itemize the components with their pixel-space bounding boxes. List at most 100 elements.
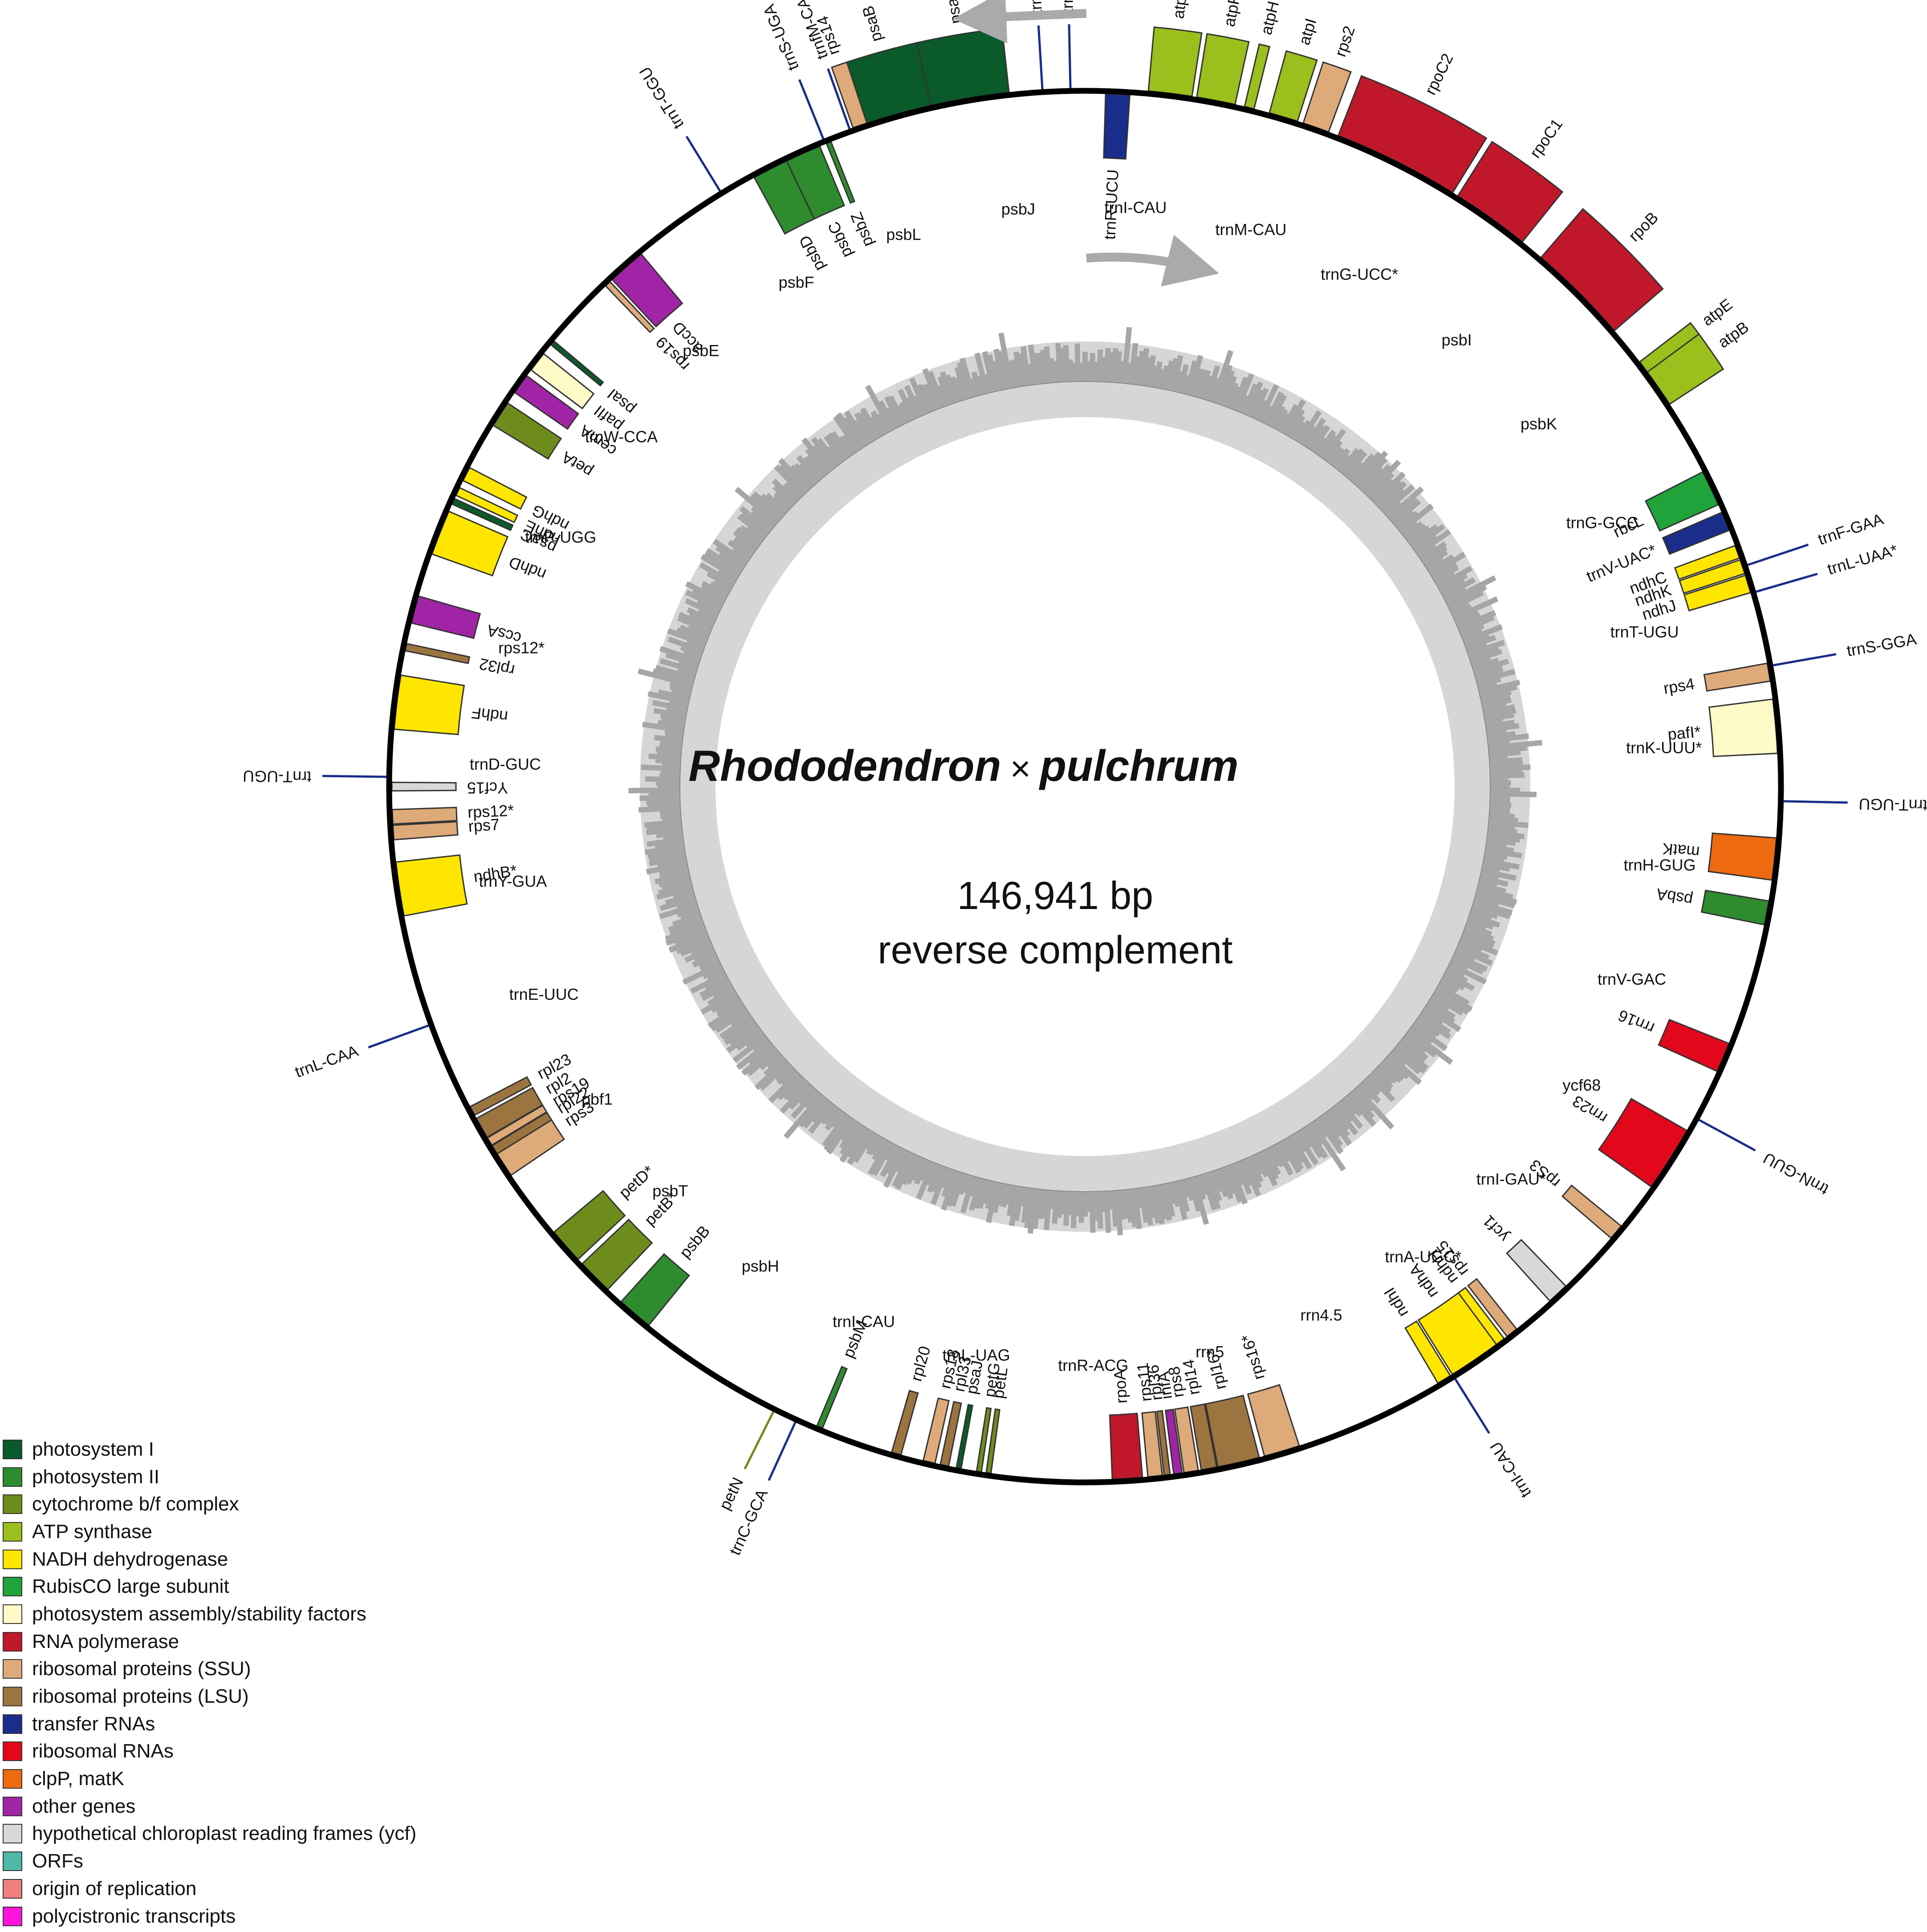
gene-label: petL: [989, 1366, 1011, 1400]
gc-bar: [1478, 679, 1520, 695]
gc-bar: [1201, 375, 1213, 400]
misc-gene-label: trnM-CAU: [1216, 220, 1287, 239]
gc-bar: [1285, 1136, 1305, 1165]
gc-bar: [1477, 681, 1497, 691]
gc-bar: [1465, 922, 1492, 937]
gc-bar: [939, 371, 956, 405]
gc-bar: [745, 1031, 765, 1048]
gc-bar: [639, 794, 680, 801]
gc-bar: [659, 896, 696, 911]
gc-bar: [1488, 739, 1510, 747]
misc-gene-label: ycf68: [1562, 1076, 1601, 1094]
gc-bar: [1282, 399, 1306, 435]
gc-bar: [716, 999, 743, 1019]
gc-bar: [772, 495, 791, 512]
gc-bar: [788, 1083, 813, 1110]
gc-bar: [703, 551, 741, 577]
gc-bar: [1103, 1191, 1111, 1233]
gc-bar: [1486, 840, 1507, 848]
gc-bar: [1448, 590, 1484, 612]
gc-bar: [699, 977, 731, 998]
gc-bar: [1451, 955, 1484, 975]
gc-bar: [1163, 360, 1175, 390]
trna-tick: [1037, 25, 1044, 93]
gc-bar: [1374, 1066, 1394, 1085]
gc-bar: [909, 377, 929, 415]
gc-bar: [696, 599, 721, 615]
legend-item: cytochrome b/f complex: [3, 1490, 537, 1518]
trna-tick: [827, 68, 852, 132]
gene-label: atpA: [1169, 0, 1191, 20]
legend-item: photosystem assembly/stability factors: [3, 1600, 537, 1628]
gc-bar: [905, 397, 920, 419]
gc-bar: [982, 1180, 993, 1205]
misc-gene-label: trnG-GCC: [1566, 513, 1638, 532]
gc-bar: [998, 351, 1011, 390]
gc-bar: [1346, 461, 1364, 480]
gc-bar: [931, 1166, 949, 1205]
legend-item: photosystem I: [3, 1436, 537, 1463]
gc-bar: [1309, 425, 1330, 452]
misc-gene-label: psbE: [683, 341, 719, 360]
gc-bar: [1167, 358, 1179, 391]
gc-bar: [717, 568, 737, 584]
gc-bar: [688, 612, 715, 628]
gc-bar: [1149, 365, 1159, 388]
gc-bar: [1357, 457, 1388, 490]
gc-bar: [1403, 521, 1424, 540]
gc-bar: [1452, 596, 1499, 621]
legend-label: transfer RNAs: [32, 1713, 155, 1735]
gc-bar: [854, 418, 873, 445]
gc-bar: [1448, 962, 1487, 985]
gene-atph: [1244, 43, 1271, 110]
gc-bar: [1409, 1025, 1433, 1045]
gc-bar: [1272, 408, 1288, 430]
gc-bar: [1413, 534, 1438, 554]
gc-bar: [868, 1139, 891, 1176]
gene-label: ndhD: [506, 553, 549, 584]
gc-bar: [1218, 369, 1235, 406]
gc-bar: [1382, 484, 1415, 515]
gc-bar: [1180, 374, 1191, 394]
gc-bar: [655, 872, 690, 885]
gc-bar: [773, 491, 793, 510]
gc-bar: [735, 527, 761, 548]
misc-gene-label: trnP-UGG: [525, 528, 596, 546]
gc-bar: [836, 412, 864, 451]
gc-bar: [1027, 364, 1035, 386]
gc-bar: [1063, 1191, 1070, 1226]
gc-bar: [1241, 383, 1259, 415]
misc-gene-label: psbT: [652, 1181, 688, 1200]
gc-bar: [1487, 733, 1529, 743]
gc-bar: [1382, 1058, 1406, 1081]
gc-bar: [1207, 1171, 1222, 1202]
legend-label: ORFs: [32, 1850, 83, 1872]
gc-bar: [1260, 405, 1273, 424]
misc-gene-label: trnI-CAU: [1105, 198, 1167, 216]
gc-bar: [684, 598, 719, 618]
gc-bar: [1364, 1076, 1382, 1094]
misc-gene-label: pbf1: [581, 1090, 613, 1108]
gc-bar: [1260, 1149, 1279, 1180]
gc-bar: [826, 1116, 855, 1155]
gc-bar: [659, 646, 701, 664]
gc-bar: [764, 493, 789, 515]
gc-bar: [1443, 971, 1475, 991]
misc-gene-label: trnH-GUG: [1624, 856, 1696, 874]
gc-bar: [892, 1151, 913, 1188]
gc-bar: [772, 479, 798, 505]
gc-bar: [808, 1102, 835, 1134]
gc-bar: [1272, 1143, 1294, 1176]
gc-bar: [745, 525, 765, 542]
trna-label: petN: [716, 1474, 747, 1513]
gc-bar: [1089, 353, 1096, 382]
misc-gene-label: trnG-UCC*: [1321, 265, 1398, 283]
gc-bar: [846, 1127, 870, 1159]
gc-bar: [1374, 479, 1403, 507]
gc-bar: [1332, 1104, 1358, 1136]
gc-bar: [776, 1073, 803, 1100]
gene-label: petA: [558, 448, 596, 481]
gc-bar: [840, 1119, 858, 1142]
legend-swatch: [3, 1549, 22, 1569]
gc-bar: [1457, 942, 1490, 961]
